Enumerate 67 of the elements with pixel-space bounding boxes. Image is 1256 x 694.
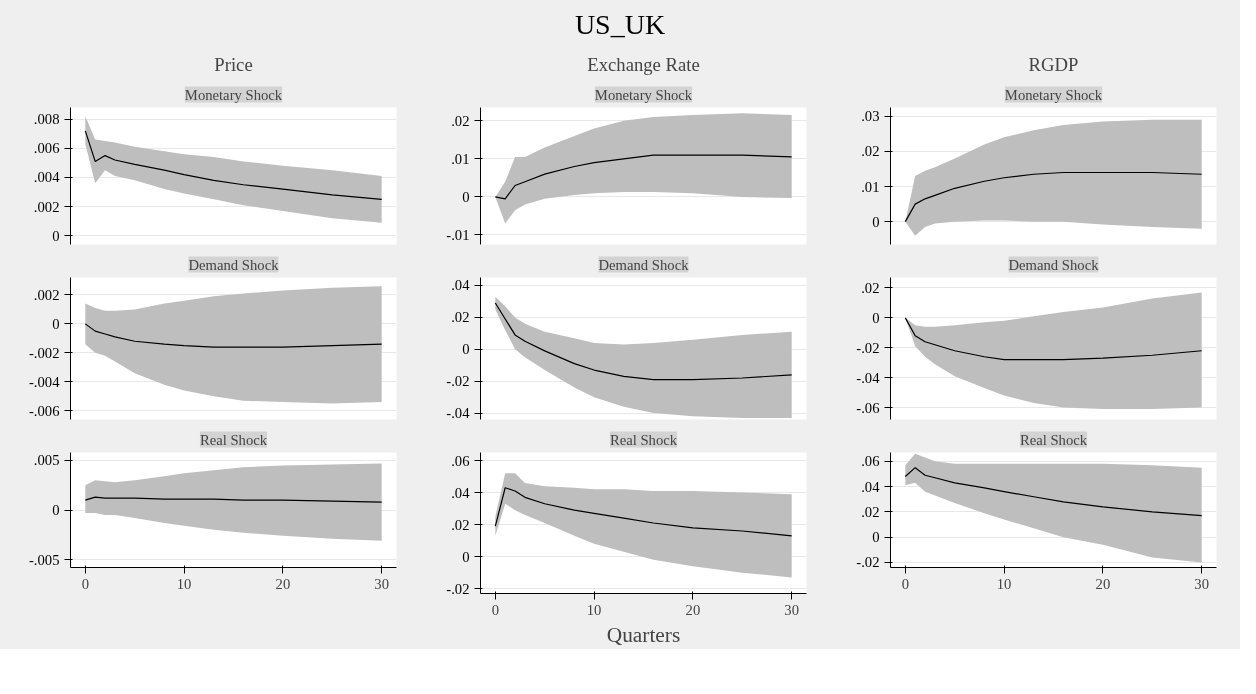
y-tick-label: -.02	[446, 373, 470, 390]
y-tick-label: 0	[52, 315, 60, 332]
y-tick-label: 0	[872, 309, 880, 326]
chart-subtitle: Demand Shock	[598, 256, 690, 273]
x-tick-label: 30	[374, 575, 390, 592]
y-tick-label: .04	[861, 478, 881, 495]
y-tick-label: 0	[462, 341, 470, 358]
y-tick-label: .006	[33, 140, 60, 157]
y-tick-label: -.02	[856, 554, 880, 571]
y-tick-label: .06	[861, 453, 880, 470]
y-tick-label: .02	[451, 309, 470, 326]
text: US_UK	[574, 8, 666, 42]
x-tick-label: 0	[491, 601, 499, 618]
x-tick-label: 10	[586, 601, 602, 618]
x-tick-label: 20	[1095, 575, 1111, 592]
x-tick-label: 20	[275, 575, 291, 592]
x-tick-label: 0	[81, 575, 89, 592]
chart-title: Price	[214, 53, 253, 75]
y-tick-label: .04	[451, 484, 471, 501]
y-tick-label: -.004	[28, 373, 61, 390]
y-tick-label: -.002	[28, 344, 60, 361]
y-tick-label: -.006	[28, 402, 60, 419]
x-tick-label: 10	[176, 575, 192, 592]
y-tick-label: 0	[52, 227, 60, 244]
y-tick-label: .06	[451, 452, 470, 469]
chart-title: RGDP	[1028, 53, 1079, 75]
y-tick-label: .02	[451, 112, 470, 129]
y-tick-label: .02	[861, 279, 880, 296]
chart-subtitle: Real Shock	[199, 431, 268, 448]
chart-title: Exchange Rate	[587, 53, 700, 75]
y-tick-label: 0	[462, 548, 470, 565]
y-tick-label: 0	[52, 502, 60, 518]
y-tick-label: -.01	[446, 226, 470, 243]
y-tick-label: -.04	[856, 369, 881, 386]
y-tick-label: 0	[872, 213, 880, 230]
y-tick-label: -.04	[446, 405, 471, 422]
x-tick-label: 30	[1194, 575, 1210, 592]
x-tick-label: 30	[784, 601, 800, 618]
chart-subtitle: Monetary Shock	[594, 86, 693, 103]
y-tick-label: 0	[872, 529, 880, 546]
y-tick-label: -.005	[28, 551, 60, 568]
y-tick-label: .008	[33, 111, 60, 128]
chart-subtitle: Monetary Shock	[184, 86, 283, 103]
y-tick-label: -.02	[446, 580, 470, 597]
y-tick-label: .02	[861, 143, 880, 160]
y-tick-label: .005	[33, 452, 60, 469]
y-tick-label: .03	[861, 108, 880, 125]
chart-subtitle: Real Shock	[609, 431, 678, 448]
y-tick-label: -.02	[856, 339, 880, 356]
y-tick-label: .002	[33, 286, 60, 303]
y-tick-label: .04	[451, 277, 471, 294]
x-tick-label: 0	[901, 575, 909, 592]
y-tick-label: .01	[451, 150, 470, 167]
chart-subtitle: Monetary Shock	[1004, 86, 1103, 103]
x-tick-label: 10	[996, 575, 1012, 592]
y-tick-label: .004	[33, 169, 61, 186]
chart-subtitle: Demand Shock	[1008, 256, 1100, 273]
x-tick-label: 20	[685, 601, 701, 618]
y-tick-label: 0	[462, 188, 470, 205]
y-tick-label: .01	[861, 178, 880, 195]
x-axis-title: Quarters	[606, 622, 681, 647]
chart-subtitle: Demand Shock	[188, 256, 280, 273]
y-tick-label: -.06	[856, 399, 880, 416]
y-tick-label: .002	[33, 198, 60, 215]
chart-subtitle: Real Shock	[1019, 431, 1088, 448]
y-tick-label: .02	[861, 503, 880, 520]
y-tick-label: .02	[451, 516, 470, 533]
